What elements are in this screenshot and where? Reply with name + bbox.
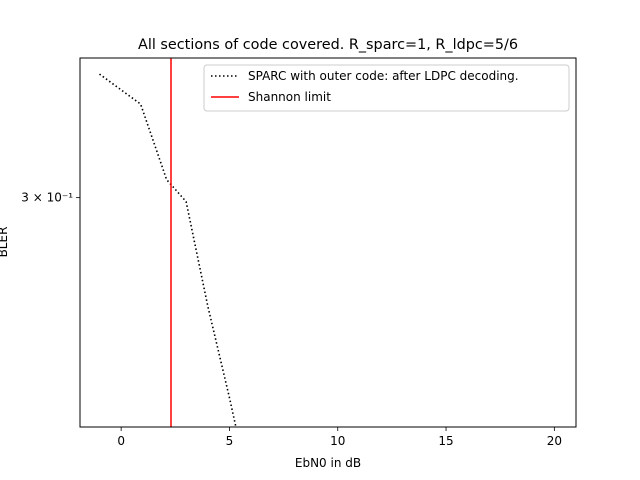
legend: SPARC with outer code: after LDPC decodi… — [203, 64, 570, 112]
y-axis-label: BLER — [0, 227, 10, 258]
plot-series — [99, 58, 237, 428]
legend-label-shannon-limit: Shannon limit — [248, 90, 331, 104]
x-tick-label: 5 — [226, 434, 234, 448]
x-tick-label: 0 — [117, 434, 125, 448]
x-tick-label: 10 — [330, 434, 345, 448]
ticks: 0 5 10 15 20 3 × 10⁻¹ — [21, 191, 562, 448]
series-line-sparc-ldpc — [99, 73, 237, 428]
x-tick-label: 15 — [438, 434, 453, 448]
x-tick-label: 20 — [547, 434, 562, 448]
legend-box — [203, 64, 570, 112]
axes-frame — [79, 57, 577, 428]
chart-title: All sections of code covered. R_sparc=1,… — [138, 37, 518, 53]
legend-label-sparc-ldpc: SPARC with outer code: after LDPC decodi… — [248, 69, 519, 83]
x-axis-label: EbN0 in dB — [295, 456, 361, 470]
y-tick-label: 3 × 10⁻¹ — [21, 191, 73, 205]
